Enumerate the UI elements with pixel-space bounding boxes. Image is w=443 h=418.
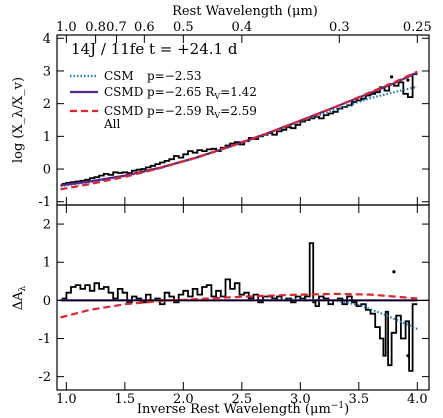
top-axis-ticks: 1.0 0.8 0.7 0.6 0.5 0.4 0.3 0.25 <box>56 20 432 43</box>
top-panel: -1 0 1 2 3 4 log (X_λ/X_v) 14J / 11fe t = +24… <box>11 32 430 210</box>
x-tick-label: 3.0 <box>290 392 311 407</box>
top-axis-tick-label: 0.5 <box>173 20 194 35</box>
y-tick-label: 0 <box>43 294 51 309</box>
bottom-panel-y-ticks: -2 -1 0 1 2 <box>38 218 429 385</box>
x-tick-label: 1.5 <box>115 392 136 407</box>
y-tick-label: -1 <box>38 195 51 210</box>
legend-params: p=−2.59 RV=2.59 <box>147 104 257 120</box>
bottom-panel-y-label: ΔAλ <box>11 285 28 310</box>
top-axis-group: Rest Wavelength (μm) 1.0 0.8 0.7 0.6 0.5 0.4 0… <box>56 4 432 43</box>
top-panel-y-ticks: -1 0 1 2 3 4 <box>38 32 429 210</box>
legend-label-extra: All <box>103 117 121 131</box>
x-axis-label: Inverse Rest Wavelength (μm−1) <box>137 401 349 417</box>
y-tick-label: 2 <box>43 218 51 233</box>
top-panel-y-label: log (X_λ/X_v) <box>11 77 26 163</box>
x-tick-label: 4.0 <box>407 392 428 407</box>
data-point <box>406 354 410 358</box>
top-axis-tick-label: 0.3 <box>329 20 350 35</box>
top-axis-tick-label: 0.7 <box>106 20 127 35</box>
data-point <box>389 75 394 79</box>
x-axis-ticks: 1.0 1.5 2.0 2.5 3.0 3.5 4.0 <box>56 197 428 407</box>
series-group <box>57 242 429 372</box>
y-tick-label: 0 <box>43 163 51 178</box>
series-csm <box>60 85 418 188</box>
top-axis-tick-label: 0.8 <box>85 20 106 35</box>
top-axis-tick-label: 0.6 <box>134 20 155 35</box>
y-tick-label: -2 <box>38 370 51 385</box>
y-tick-label: -1 <box>38 332 51 347</box>
x-tick-label: 2.0 <box>173 392 194 407</box>
bottom-panel-frame <box>56 204 430 391</box>
top-panel-series <box>60 70 418 191</box>
legend-label: CSMD <box>104 85 143 99</box>
series-csmd-all <box>60 292 418 319</box>
x-axis-group: 1.0 1.5 2.0 2.5 3.0 3.5 4.0 Inverse Rest Wavel… <box>56 197 428 417</box>
top-axis-tick-label: 0.25 <box>403 20 432 35</box>
legend-label: CSMD <box>104 104 143 118</box>
series-data-residual <box>61 242 418 372</box>
data-point <box>406 78 410 82</box>
y-tick-label: 1 <box>43 130 51 145</box>
y-tick-label: 4 <box>43 32 51 47</box>
x-tick-label: 1.0 <box>56 392 77 407</box>
x-tick-label: 3.5 <box>348 392 369 407</box>
legend-params: p=−2.65 RV=1.42 <box>147 85 257 101</box>
top-axis-label: Rest Wavelength (μm) <box>172 4 318 19</box>
bottom-panel: -2 -1 0 1 2 ΔAλ <box>11 204 430 391</box>
x-tick-label: 2.5 <box>231 392 252 407</box>
top-axis-tick-label: 1.0 <box>56 20 77 35</box>
top-axis-tick-label: 0.4 <box>231 20 252 35</box>
y-tick-label: 3 <box>43 64 51 79</box>
legend-params: p=−2.53 <box>147 69 202 83</box>
y-tick-label: 1 <box>43 256 51 271</box>
bottom-panel-series <box>57 242 429 372</box>
series-csmd-all <box>60 70 418 191</box>
series-group <box>60 70 418 191</box>
data-point <box>392 270 396 274</box>
panel-title: 14J / 11fe t = +24.1 d <box>71 40 238 58</box>
y-tick-label: 2 <box>43 97 51 112</box>
legend-label: CSM <box>104 69 134 83</box>
